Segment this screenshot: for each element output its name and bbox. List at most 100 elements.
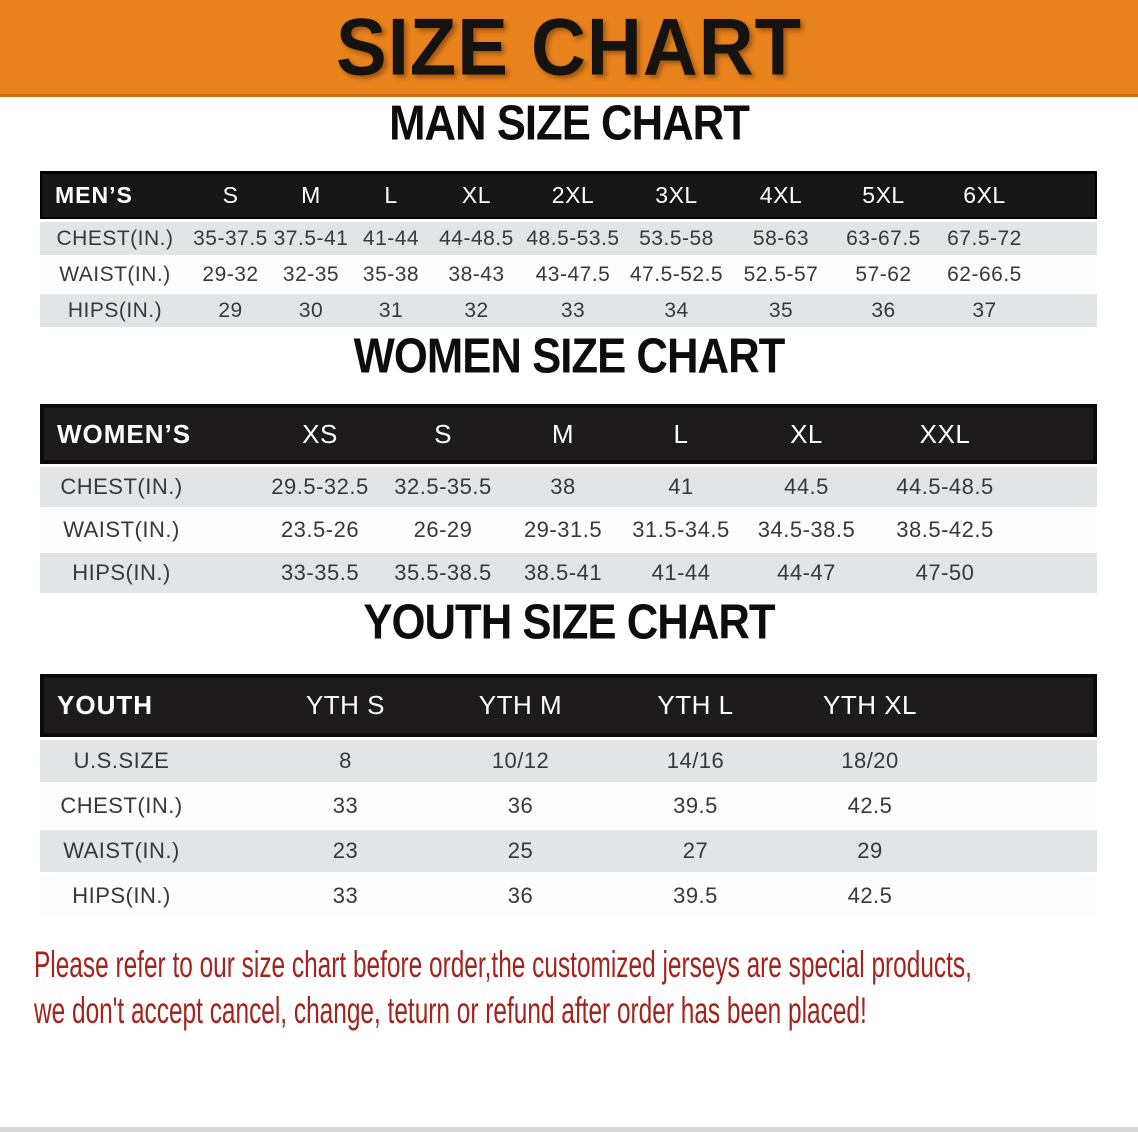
womens-size-header-4: XL — [740, 404, 873, 464]
mens-value-0-8: 67.5-72 — [947, 226, 1022, 250]
youth-size-table: YOUTH YTH S YTH M YTH L YTH XL U.S.SIZE 8 10/1… — [40, 671, 1097, 920]
youth-value-1-2: 39.5 — [673, 793, 718, 818]
youth-row-2: WAIST(IN.) 23 25 27 29 — [40, 830, 1097, 872]
youth-row-label-2: WAIST(IN.) — [63, 838, 180, 863]
mens-row-spacer-2 — [1035, 294, 1097, 327]
youth-value-3-2: 39.5 — [673, 883, 718, 908]
womens-value-2-5: 47-50 — [915, 560, 975, 585]
youth-value-0-2: 14/16 — [666, 748, 725, 773]
bottom-strip — [0, 1127, 1138, 1132]
womens-size-header-0: XS — [258, 404, 382, 464]
mens-value-2-3: 32 — [464, 298, 489, 322]
womens-row-2: HIPS(IN.) 33-35.5 35.5-38.5 38.5-41 41-44 44-… — [40, 553, 1097, 593]
mens-value-2-4: 33 — [560, 298, 586, 322]
womens-size-header-1: S — [382, 404, 504, 464]
youth-row-spacer-1 — [957, 785, 1097, 827]
womens-value-2-3: 41-44 — [651, 560, 711, 585]
mens-value-0-5: 53.5-58 — [639, 226, 714, 250]
mens-section: MAN SIZE CHART MEN’S S M L XL 2XL 3XL 4XL 5XL 6XL… — [0, 94, 1138, 330]
womens-value-0-5: 44.5-48.5 — [896, 474, 994, 499]
youth-section-heading: YOUTH SIZE CHART — [363, 593, 775, 650]
womens-size-table: WOMEN’S XS S M L XL XXL CHEST(IN.) 29.5-32.5 32.… — [40, 401, 1097, 596]
mens-value-1-2: 35-38 — [362, 262, 420, 286]
youth-value-1-3: 42.5 — [847, 793, 893, 818]
youth-value-2-2: 27 — [682, 838, 709, 863]
youth-size-header-1: YTH M — [433, 674, 608, 737]
womens-value-2-2: 38.5-41 — [523, 560, 603, 585]
mens-section-heading: MAN SIZE CHART — [389, 94, 750, 151]
mens-value-2-2: 31 — [378, 298, 404, 322]
mens-value-0-3: 44-48.5 — [439, 226, 514, 250]
mens-value-2-5: 34 — [664, 298, 689, 322]
youth-row-spacer-2 — [957, 830, 1097, 872]
youth-value-1-1: 36 — [507, 793, 534, 818]
mens-size-table: MEN’S S M L XL 2XL 3XL 4XL 5XL 6XL CHEST(IN.) 35-3… — [40, 168, 1097, 330]
mens-row-label-2: HIPS(IN.) — [67, 298, 163, 322]
youth-header-spacer — [957, 674, 1097, 737]
notice-line-1: Please refer to our size chart before or… — [34, 944, 972, 985]
youth-size-header-0: YTH S — [258, 674, 433, 737]
mens-value-0-7: 63-67.5 — [846, 226, 921, 250]
youth-row-spacer-0 — [957, 740, 1097, 782]
youth-header-label: YOUTH — [40, 674, 258, 737]
youth-row-3: HIPS(IN.) 33 36 39.5 42.5 — [40, 875, 1097, 917]
mens-size-header-3: XL — [431, 171, 522, 219]
youth-value-3-3: 42.5 — [847, 883, 893, 908]
womens-value-2-0: 33-35.5 — [280, 560, 360, 585]
mens-value-0-4: 48.5-53.5 — [526, 226, 620, 250]
mens-row-0: CHEST(IN.) 35-37.5 37.5-41 41-44 44-48.5 48.5… — [40, 222, 1097, 255]
youth-size-header-3: YTH XL — [783, 674, 957, 737]
womens-value-2-4: 44-47 — [777, 560, 836, 585]
mens-size-header-7: 5XL — [833, 171, 934, 219]
mens-value-1-6: 52.5-57 — [743, 262, 819, 286]
mens-value-1-5: 47.5-52.5 — [629, 262, 724, 286]
womens-value-0-2: 38 — [550, 474, 576, 499]
mens-row-spacer-0 — [1035, 222, 1097, 255]
youth-value-3-0: 33 — [332, 883, 359, 908]
mens-row-spacer-1 — [1035, 258, 1097, 291]
mens-size-header-4: 2XL — [522, 171, 624, 219]
womens-row-1: WAIST(IN.) 23.5-26 26-29 29-31.5 31.5-34.5 34… — [40, 510, 1097, 550]
youth-row-0: U.S.SIZE 8 10/12 14/16 18/20 — [40, 740, 1097, 782]
womens-value-1-0: 23.5-26 — [280, 517, 360, 542]
youth-size-header-2: YTH L — [608, 674, 783, 737]
notice-line-2: we don't accept cancel, change, teturn o… — [34, 990, 867, 1031]
youth-row-spacer-3 — [957, 875, 1097, 917]
womens-value-2-1: 35.5-38.5 — [394, 560, 492, 585]
mens-value-2-8: 37 — [972, 298, 997, 322]
womens-value-0-1: 32.5-35.5 — [394, 474, 492, 499]
mens-size-header-0: S — [190, 171, 271, 219]
mens-value-0-2: 41-44 — [362, 226, 420, 250]
womens-size-header-2: M — [504, 404, 622, 464]
womens-section-heading: WOMEN SIZE CHART — [353, 327, 786, 384]
womens-value-1-5: 38.5-42.5 — [896, 517, 994, 542]
womens-header-row: WOMEN’S XS S M L XL XXL — [40, 404, 1097, 464]
banner: SIZE CHART — [0, 0, 1138, 97]
mens-row-label-0: CHEST(IN.) — [56, 226, 174, 250]
youth-value-2-0: 23 — [332, 838, 359, 863]
mens-value-2-0: 29 — [218, 298, 243, 322]
womens-row-spacer-0 — [1017, 467, 1097, 507]
youth-value-0-1: 10/12 — [491, 748, 550, 773]
mens-row-2: HIPS(IN.) 29 30 31 32 33 34 35 36 37 — [40, 294, 1097, 327]
womens-header-spacer — [1017, 404, 1097, 464]
mens-row-1: WAIST(IN.) 29-32 32-35 35-38 38-43 43-47.5 47.… — [40, 258, 1097, 291]
mens-size-header-5: 3XL — [624, 171, 729, 219]
womens-value-1-1: 26-29 — [413, 517, 473, 542]
youth-row-label-0: U.S.SIZE — [73, 748, 170, 773]
womens-value-0-4: 44.5 — [784, 474, 829, 499]
mens-value-1-0: 29-32 — [202, 262, 259, 286]
mens-value-1-1: 32-35 — [282, 262, 340, 286]
youth-row-label-3: HIPS(IN.) — [72, 883, 171, 908]
womens-row-label-1: WAIST(IN.) — [63, 517, 180, 542]
mens-value-0-1: 37.5-41 — [273, 226, 349, 250]
footer-notice: Please refer to our size chart before or… — [0, 942, 1138, 1034]
mens-size-header-2: L — [351, 171, 431, 219]
womens-value-0-0: 29.5-32.5 — [271, 474, 369, 499]
mens-value-2-6: 35 — [768, 298, 794, 322]
banner-title: SIZE CHART — [336, 1, 802, 93]
youth-section: YOUTH SIZE CHART YOUTH YTH S YTH M YTH L YTH… — [0, 593, 1138, 920]
womens-row-0: CHEST(IN.) 29.5-32.5 32.5-35.5 38 41 44.5 44.5… — [40, 467, 1097, 507]
womens-row-spacer-2 — [1017, 553, 1097, 593]
